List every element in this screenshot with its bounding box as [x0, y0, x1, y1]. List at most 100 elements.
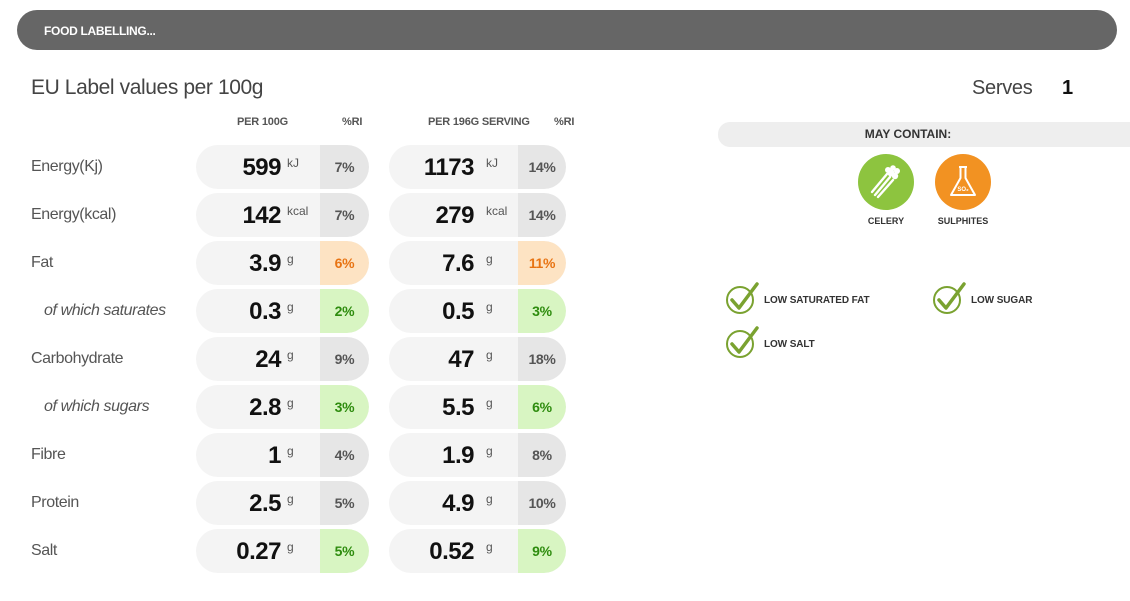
- nutrient-label: of which sugars: [44, 398, 150, 415]
- nutrient-value-per-100g: 0.3: [249, 298, 281, 325]
- celery-icon: [858, 154, 914, 210]
- nutrient-unit: g: [287, 252, 294, 266]
- nutrient-cell-per-serving: 0.52 g 9%: [389, 529, 566, 573]
- nutrient-label: Protein: [31, 494, 79, 511]
- ri-badge-per-serving: 14%: [518, 145, 566, 189]
- ri-badge-per-100g: 2%: [320, 289, 369, 333]
- nutrient-cell-per-100g: 2.8 g 3%: [196, 385, 369, 429]
- ri-badge-per-100g: 9%: [320, 337, 369, 381]
- nutrient-value-per-100g: 1: [268, 442, 281, 469]
- ri-badge-per-serving: 10%: [518, 481, 566, 525]
- nutrient-unit: g: [486, 396, 493, 410]
- nutrient-value-per-100g: 2.8: [249, 394, 281, 421]
- nutrient-value-per-serving: 0.52: [429, 538, 474, 565]
- nutrient-label: Energy(Kj): [31, 158, 103, 175]
- nutrient-cell-per-100g: 0.27 g 5%: [196, 529, 369, 573]
- nutrient-unit: g: [486, 492, 493, 506]
- page-title: EU Label values per 100g: [31, 76, 264, 99]
- nutrient-cell-per-serving: 7.6 g 11%: [389, 241, 566, 285]
- nutrient-unit: g: [486, 348, 493, 362]
- claim-low-saturated-fat: LOW SATURATED FAT: [726, 282, 870, 315]
- nutrient-cell-per-100g: 142 kcal 7%: [196, 193, 369, 237]
- claim-label: LOW SUGAR: [971, 294, 1033, 306]
- nutrient-cell-per-serving: 0.5 g 3%: [389, 289, 566, 333]
- claim-label: LOW SATURATED FAT: [764, 294, 870, 306]
- nutrient-cell-per-100g: 0.3 g 2%: [196, 289, 369, 333]
- nutrient-unit: g: [287, 300, 294, 314]
- nutrient-unit: g: [287, 540, 294, 554]
- nutrient-cell-per-100g: 2.5 g 5%: [196, 481, 369, 525]
- nutrient-cell-per-serving: 279 kcal 14%: [389, 193, 566, 237]
- nutrient-cell-per-serving: 1.9 g 8%: [389, 433, 566, 477]
- may-contain-title: MAY CONTAIN:: [864, 127, 952, 141]
- nutrient-value-per-serving: 279: [435, 202, 474, 229]
- nutrient-unit: g: [486, 540, 493, 554]
- nutrient-value-per-serving: 1.9: [442, 442, 474, 469]
- nutrient-unit: g: [486, 444, 493, 458]
- nutrient-unit: kJ: [287, 156, 299, 170]
- nutrient-value-per-serving: 47: [448, 346, 474, 373]
- nutrient-unit: g: [287, 348, 294, 362]
- header-title: FOOD LABELLING...: [44, 24, 156, 38]
- nutrient-unit: kcal: [287, 204, 309, 218]
- ri-badge-per-serving: 11%: [518, 241, 566, 285]
- food-labelling-header[interactable]: FOOD LABELLING...: [17, 10, 1117, 50]
- serves-label: Serves: [972, 77, 1033, 99]
- nutrient-unit: g: [287, 492, 294, 506]
- nutrient-label: Energy(kcal): [31, 206, 117, 223]
- nutrient-cell-per-serving: 5.5 g 6%: [389, 385, 566, 429]
- nutrient-label: Salt: [31, 542, 57, 559]
- nutrient-value-per-serving: 1173: [423, 154, 475, 181]
- allergen-sulphites: SO₂ SULPHITES: [928, 154, 998, 226]
- nutrient-cell-per-100g: 1 g 4%: [196, 433, 369, 477]
- ri-badge-per-serving: 9%: [518, 529, 566, 573]
- claim-label: LOW SALT: [764, 338, 815, 350]
- ri-badge-per-100g: 5%: [320, 529, 369, 573]
- ri-badge-per-serving: 18%: [518, 337, 566, 381]
- nutrient-cell-per-serving: 47 g 18%: [389, 337, 566, 381]
- column-header-per-serving: PER 196G SERVING: [428, 116, 530, 128]
- nutrient-unit: kJ: [486, 156, 498, 170]
- column-header-ri-100g: %RI: [342, 116, 363, 128]
- nutrient-value-per-100g: 2.5: [249, 490, 281, 517]
- nutrient-unit: g: [287, 396, 294, 410]
- allergen-celery: CELERY: [851, 154, 921, 226]
- nutrient-label: Carbohydrate: [31, 350, 124, 367]
- nutrient-label: Fat: [31, 254, 53, 271]
- nutrient-unit: kcal: [486, 204, 508, 218]
- nutrient-value-per-100g: 142: [242, 202, 281, 229]
- column-header-per-100g: PER 100G: [237, 116, 288, 128]
- nutrient-value-per-100g: 599: [242, 154, 281, 181]
- claim-low-sugar: LOW SUGAR: [933, 282, 1033, 315]
- nutrient-label: of which saturates: [44, 302, 166, 319]
- ri-badge-per-serving: 14%: [518, 193, 566, 237]
- may-contain-bar: MAY CONTAIN:: [718, 122, 1130, 147]
- nutrient-label: Fibre: [31, 446, 66, 463]
- nutrient-cell-per-serving: 1173 kJ 14%: [389, 145, 566, 189]
- nutrient-unit: g: [287, 444, 294, 458]
- check-icon: [933, 282, 966, 314]
- nutrient-value-per-serving: 5.5: [442, 394, 474, 421]
- nutrient-value-per-serving: 7.6: [442, 250, 474, 277]
- nutrient-cell-per-100g: 599 kJ 7%: [196, 145, 369, 189]
- nutrient-cell-per-100g: 24 g 9%: [196, 337, 369, 381]
- ri-badge-per-100g: 6%: [320, 241, 369, 285]
- nutrient-cell-per-serving: 4.9 g 10%: [389, 481, 566, 525]
- nutrient-value-per-serving: 0.5: [442, 298, 474, 325]
- ri-badge-per-serving: 8%: [518, 433, 566, 477]
- allergen-name-celery: CELERY: [867, 216, 905, 226]
- serves-value: 1: [1062, 77, 1074, 99]
- nutrient-unit: g: [486, 300, 493, 314]
- nutrient-cell-per-100g: 3.9 g 6%: [196, 241, 369, 285]
- check-icon: [726, 326, 759, 358]
- column-header-ri-serving: %RI: [554, 116, 575, 128]
- nutrient-value-per-100g: 0.27: [236, 538, 281, 565]
- ri-badge-per-100g: 5%: [320, 481, 369, 525]
- allergen-name-sulphites: SULPHITES: [937, 216, 989, 226]
- claim-low-salt: LOW SALT: [726, 326, 815, 359]
- nutrient-value-per-serving: 4.9: [442, 490, 474, 517]
- ri-badge-per-serving: 3%: [518, 289, 566, 333]
- nutrient-value-per-100g: 24: [255, 346, 281, 373]
- ri-badge-per-100g: 7%: [320, 145, 369, 189]
- sulphites-symbol: SO₂: [957, 187, 969, 193]
